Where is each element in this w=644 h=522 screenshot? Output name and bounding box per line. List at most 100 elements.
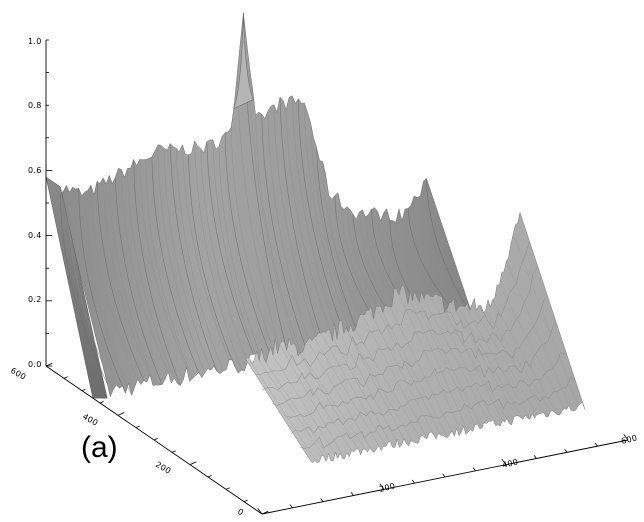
surface-striation [237, 72, 285, 364]
z-tick-label: 0.2 [28, 295, 42, 304]
surface-striation [512, 234, 579, 407]
tick-mark [472, 467, 476, 472]
tick-mark [261, 510, 269, 515]
surface-striation [300, 352, 366, 450]
surface-striation [444, 312, 510, 424]
tick-mark [81, 388, 86, 392]
tick-mark [225, 487, 230, 490]
tick-mark [45, 362, 53, 367]
panel-label: (a) [81, 431, 118, 464]
tick-mark [117, 412, 125, 416]
surface-striation [457, 307, 524, 420]
tick-mark [99, 401, 104, 404]
surface-striation [206, 141, 254, 355]
surface-contour [290, 351, 567, 434]
surface-striation [320, 333, 387, 447]
surface-striation [420, 196, 468, 313]
z-tick-label: 1.0 [28, 37, 42, 46]
surface-striation [334, 323, 400, 448]
surface-striation [355, 329, 421, 438]
surface-striation [139, 159, 187, 368]
surface-striation [506, 261, 572, 411]
surface-striation [60, 194, 108, 384]
y-tick-label: 0 [236, 507, 245, 517]
surface-striation [176, 148, 224, 372]
surface-contour [283, 324, 556, 418]
surface-striation [464, 306, 531, 420]
surface-striation [293, 342, 359, 450]
surface-striation [258, 360, 325, 457]
surface-striation [307, 340, 373, 452]
y-tick-label: 200 [154, 460, 173, 476]
surface-striation [145, 159, 193, 379]
surface-striation [499, 285, 565, 409]
surface-striation [108, 175, 157, 386]
surface-striation [478, 305, 544, 413]
surface-striation [313, 337, 380, 446]
surface-striation [423, 298, 489, 422]
surface-striation [375, 306, 441, 436]
tick-mark [171, 450, 176, 453]
surface-contour [262, 266, 539, 391]
surface-striation [407, 208, 456, 312]
surface-striation [102, 177, 151, 376]
surface-striation [252, 363, 318, 463]
surface-striation [492, 299, 558, 415]
z-tick-label: 0.6 [28, 166, 42, 175]
tick-mark [379, 483, 385, 490]
tick-mark [243, 499, 248, 503]
tick-mark [501, 458, 507, 465]
surface-striation [279, 97, 328, 355]
tick-mark [411, 479, 415, 484]
surface-striation [245, 358, 311, 461]
surface-striation [426, 178, 474, 318]
z-tick-label: 0.4 [28, 231, 42, 240]
tick-mark [189, 461, 197, 466]
surface-striation [519, 212, 586, 410]
surface-striation [224, 132, 273, 359]
y-tick-label: 400 [81, 412, 100, 428]
surface-striation [310, 122, 358, 337]
surface-striation [194, 140, 242, 371]
surface-striation [327, 328, 393, 448]
tick-mark [320, 498, 324, 502]
surface-striation [430, 296, 496, 426]
surface-contour [272, 297, 547, 406]
surface-striation [163, 148, 212, 371]
surface-striation [182, 144, 230, 360]
surface-striation [286, 350, 352, 451]
surface-striation [218, 146, 267, 370]
surface-striation [272, 355, 339, 459]
tick-mark [207, 475, 212, 478]
surface-striation [273, 104, 321, 349]
surface-striation [409, 290, 476, 426]
surface-striation [382, 312, 448, 438]
surface-striation [437, 294, 503, 421]
surface-striation [133, 159, 181, 386]
axis-ticks [45, 39, 629, 515]
left-side-face [45, 176, 108, 399]
surface-striation [255, 115, 303, 359]
surface-striation [298, 98, 346, 337]
surface-striation [121, 169, 169, 373]
surface-striation [115, 177, 163, 385]
surface-striation [78, 188, 126, 394]
z-tick-label: 0.8 [28, 101, 42, 110]
surface-striation [471, 304, 538, 415]
surface-striation [267, 111, 315, 359]
surface-striation [261, 114, 309, 356]
surface-striation [90, 184, 138, 380]
surface-striation [291, 95, 340, 340]
tick-mark [135, 425, 140, 429]
surface-striation [230, 127, 279, 363]
surface-striation [389, 306, 455, 437]
surface-striation [361, 314, 428, 439]
z-tick-label: 0.0 [28, 360, 42, 369]
surface-striation [72, 187, 120, 389]
surface-striation [151, 156, 199, 373]
surface-striation [451, 302, 517, 417]
surface-striation [416, 297, 483, 429]
surface-striation [403, 284, 469, 433]
tick-mark [533, 455, 537, 459]
